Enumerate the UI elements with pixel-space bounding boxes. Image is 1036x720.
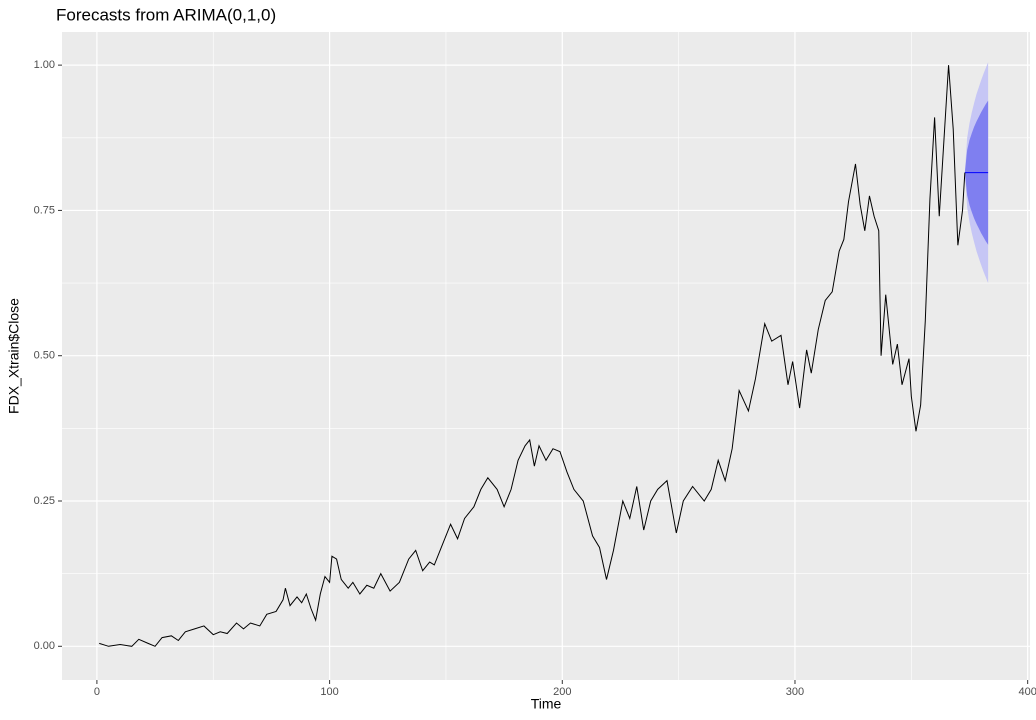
x-tick-label: 400 [1018, 686, 1036, 698]
chart-title: Forecasts from ARIMA(0,1,0) [56, 5, 276, 24]
x-tick-label: 200 [553, 686, 571, 698]
y-tick-label: 0.25 [34, 495, 55, 507]
x-tick-label: 100 [320, 686, 338, 698]
y-tick-label: 0.50 [34, 350, 55, 362]
x-axis-label: Time [531, 696, 562, 712]
y-tick-label: 1.00 [34, 59, 55, 71]
x-tick-label: 0 [94, 686, 100, 698]
y-tick-label: 0.75 [34, 204, 55, 216]
x-tick-label: 300 [786, 686, 804, 698]
series-line [99, 65, 966, 647]
y-tick-label: 0.00 [34, 640, 55, 652]
y-axis-label: FDX_Xtrain$Close [6, 298, 22, 414]
